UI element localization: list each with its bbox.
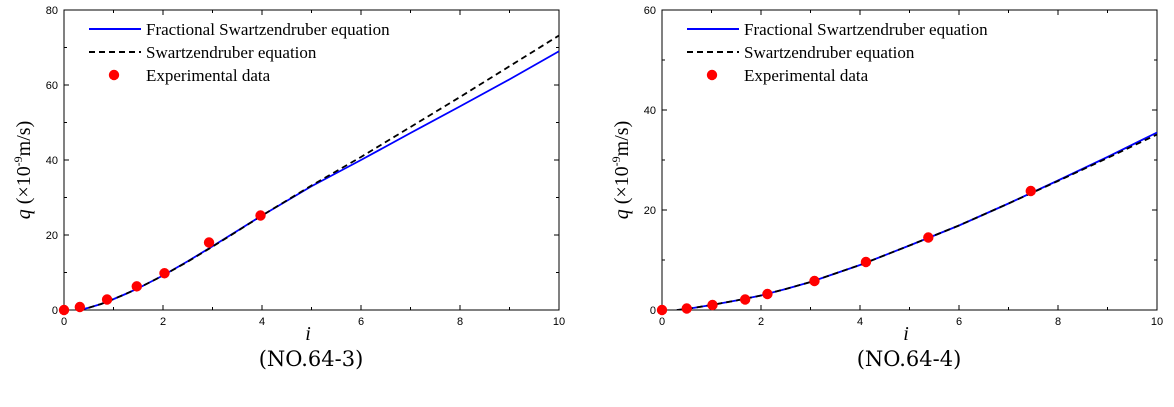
x-axis-label: i: [305, 323, 311, 345]
x-tick-label: 6: [956, 316, 962, 328]
y-axis-label-exp: -9: [11, 156, 25, 166]
y-tick-label: 60: [46, 80, 58, 92]
data-point: [58, 304, 70, 316]
y-axis-label: q (×10-9m/s): [11, 121, 35, 220]
y-tick-label: 0: [650, 305, 656, 317]
y-axis-label-unit: m/s): [611, 121, 633, 157]
x-tick-label: 4: [857, 316, 863, 328]
x-tick-label: 0: [61, 316, 67, 328]
data-point: [681, 303, 692, 314]
legend-label: Swartzendruber equation: [744, 43, 915, 62]
y-tick-label: 20: [644, 205, 656, 217]
data-point: [923, 232, 934, 243]
x-tick-label: 2: [160, 316, 166, 328]
data-point: [255, 210, 266, 221]
data-point: [1025, 185, 1036, 197]
legend-label: Fractional Swartzendruber equation: [146, 20, 390, 39]
y-tick-label: 80: [46, 5, 58, 17]
legend-marker: [706, 69, 718, 81]
x-tick-label: 8: [1055, 316, 1061, 328]
data-point: [762, 288, 773, 300]
x-tick-label: 2: [758, 316, 764, 328]
y-tick-label: 60: [644, 5, 656, 17]
data-point: [74, 301, 86, 313]
y-tick-label: 20: [46, 230, 58, 242]
y-axis-label-unit: m/s): [13, 121, 35, 157]
legend-label: Experimental data: [744, 66, 869, 85]
y-axis-label-rest: (×10: [13, 166, 35, 209]
data-point: [739, 294, 751, 305]
data-point: [159, 268, 170, 279]
data-point: [131, 281, 142, 292]
y-tick-label: 40: [644, 105, 656, 117]
y-axis-label-var: q: [611, 209, 633, 219]
y-axis-label-var: q: [13, 209, 35, 219]
data-point: [809, 275, 820, 287]
chart-caption: (NO.64-4): [857, 347, 962, 371]
data-point: [203, 237, 215, 248]
x-tick-label: 0: [659, 316, 665, 328]
chart-caption: (NO.64-3): [259, 347, 364, 371]
y-axis-label: q (×10-9m/s): [609, 121, 633, 220]
y-axis-label-exp: -9: [609, 156, 623, 166]
x-tick-label: 10: [1151, 316, 1163, 328]
data-point: [860, 256, 872, 268]
x-tick-label: 8: [457, 316, 463, 328]
legend-label: Experimental data: [146, 66, 271, 85]
y-tick-label: 0: [52, 305, 58, 317]
chart-no-64-4: 0 2 4 6 8 10 0 20 40 60 Fractional Swartzendruber …: [609, 5, 1163, 371]
data-point: [101, 294, 113, 305]
y-axis-label-rest: (×10: [611, 166, 633, 209]
x-tick-label: 4: [259, 316, 265, 328]
legend-marker: [108, 69, 120, 81]
legend-label: Fractional Swartzendruber equation: [744, 20, 988, 39]
data-point: [656, 304, 668, 316]
x-tick-label: 10: [553, 316, 565, 328]
legend-label: Swartzendruber equation: [146, 43, 317, 62]
chart-no-64-3: 0 2 4 6 8 10 0 20 40 60 80 Fractional Swartzendrube…: [11, 5, 565, 371]
y-tick-label: 40: [46, 155, 58, 167]
series-line-fractional: [676, 131, 1157, 310]
data-point: [707, 299, 718, 311]
x-axis-label: i: [903, 323, 909, 345]
series-line-swartzendruber: [676, 133, 1157, 310]
x-tick-label: 6: [358, 316, 364, 328]
